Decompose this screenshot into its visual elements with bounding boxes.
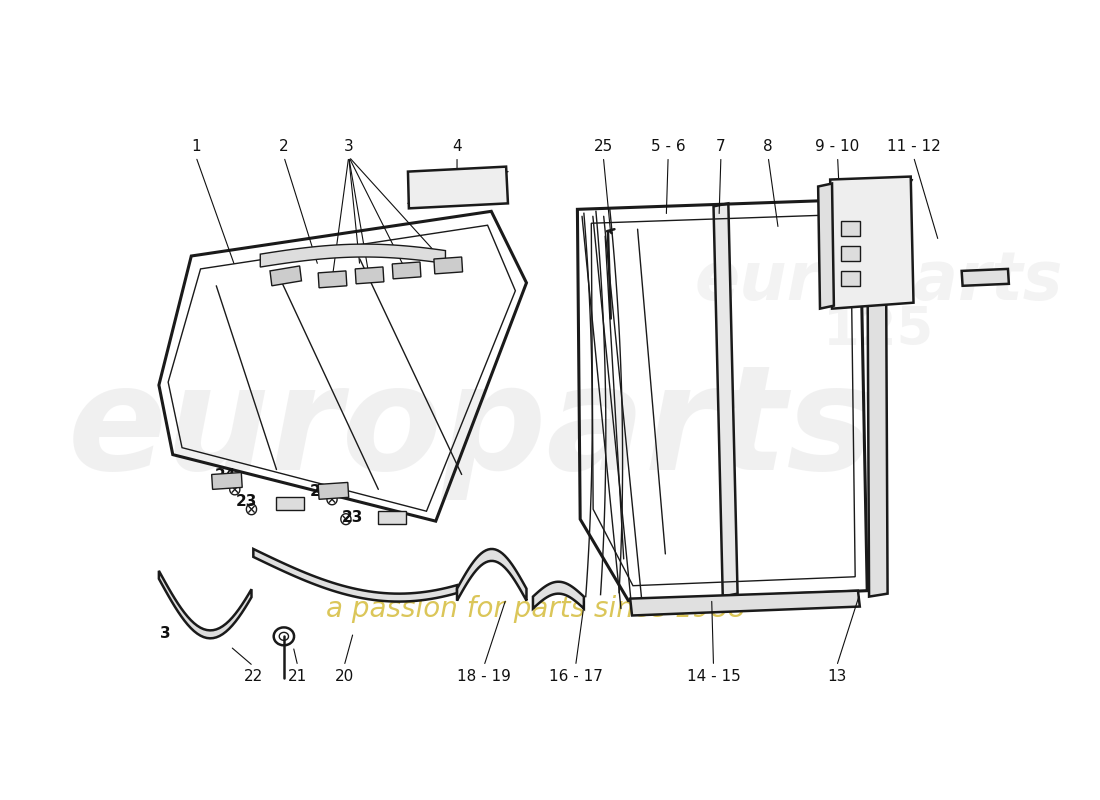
Polygon shape: [253, 549, 456, 602]
Polygon shape: [867, 197, 888, 597]
Text: europarts: europarts: [68, 359, 875, 500]
Text: 9 - 10: 9 - 10: [815, 138, 860, 154]
Text: 3: 3: [344, 138, 353, 154]
Polygon shape: [830, 177, 913, 309]
Text: 24: 24: [310, 484, 331, 499]
Polygon shape: [393, 262, 421, 279]
Polygon shape: [818, 183, 834, 309]
Polygon shape: [355, 267, 384, 284]
Text: 7: 7: [716, 138, 726, 154]
Text: 25: 25: [594, 138, 613, 154]
Text: 14 - 15: 14 - 15: [686, 669, 740, 684]
Text: 21: 21: [288, 669, 307, 684]
Polygon shape: [276, 498, 305, 510]
Text: 4: 4: [452, 138, 462, 154]
Polygon shape: [534, 582, 584, 609]
Text: 8: 8: [763, 138, 773, 154]
Text: 18 - 19: 18 - 19: [456, 669, 510, 684]
Text: 13: 13: [827, 669, 846, 684]
Text: 16 - 17: 16 - 17: [549, 669, 603, 684]
Text: 20: 20: [334, 669, 354, 684]
Text: 1: 1: [191, 138, 200, 154]
Text: 23: 23: [342, 510, 363, 525]
Text: europarts: europarts: [694, 248, 1063, 314]
Polygon shape: [270, 266, 301, 286]
Text: 22: 22: [244, 669, 263, 684]
Polygon shape: [961, 269, 1009, 286]
Polygon shape: [714, 203, 738, 597]
Text: 23: 23: [236, 494, 257, 509]
Text: 5 - 6: 5 - 6: [651, 138, 685, 154]
Polygon shape: [842, 222, 860, 236]
Polygon shape: [842, 246, 860, 261]
Text: 2: 2: [279, 138, 288, 154]
Polygon shape: [630, 590, 860, 615]
Polygon shape: [378, 511, 406, 524]
Polygon shape: [158, 571, 252, 638]
Polygon shape: [842, 271, 860, 286]
Text: 3: 3: [161, 626, 170, 641]
Polygon shape: [318, 271, 346, 288]
Text: 11 - 12: 11 - 12: [887, 138, 940, 154]
Text: 125: 125: [823, 305, 934, 357]
Polygon shape: [408, 166, 508, 208]
Polygon shape: [261, 244, 446, 267]
Polygon shape: [433, 257, 463, 274]
Polygon shape: [318, 482, 349, 499]
Polygon shape: [456, 549, 527, 601]
Text: a passion for parts since 1988: a passion for parts since 1988: [326, 594, 746, 622]
Text: 24: 24: [214, 468, 236, 483]
Polygon shape: [211, 473, 242, 490]
